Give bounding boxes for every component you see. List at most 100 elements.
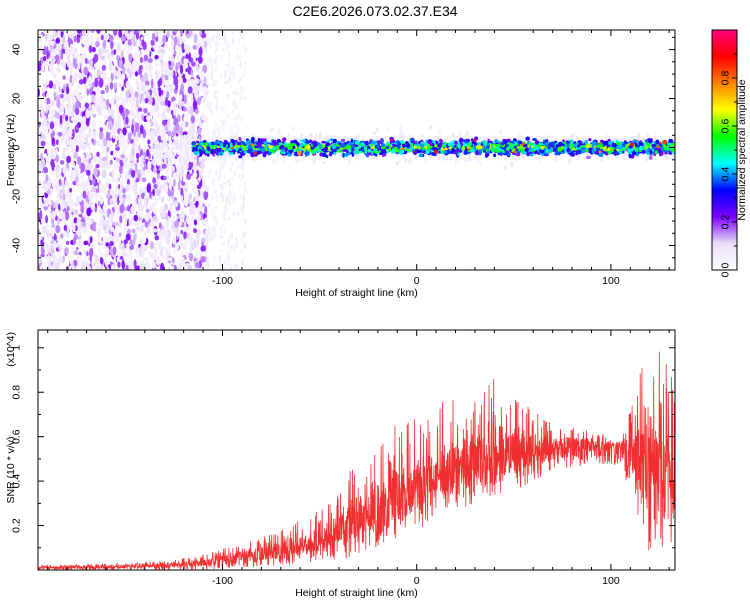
noise-cell [133, 185, 137, 196]
noise-cell [40, 140, 46, 147]
faint-noise-cell [229, 84, 232, 90]
band-halo-cell [463, 156, 467, 162]
noise-cell [148, 65, 154, 72]
band-halo-cell [478, 162, 483, 166]
noise-cell [110, 133, 113, 139]
noise-cell [193, 228, 198, 233]
faint-noise-cell [220, 105, 224, 113]
noise-cell [48, 205, 52, 215]
noise-cell [165, 213, 169, 221]
noise-cell [200, 245, 206, 252]
noise-cell [81, 64, 85, 73]
noise-cell [186, 215, 190, 225]
noise-cell [170, 109, 174, 115]
noise-cell [81, 222, 87, 227]
noise-cell [66, 226, 70, 233]
noise-cell [102, 137, 108, 147]
noise-cell [106, 146, 110, 153]
band-halo-cell [671, 153, 675, 161]
band-halo-cell [156, 159, 160, 167]
faint-noise-cell [227, 240, 231, 247]
faint-noise-cell [239, 248, 243, 253]
band-halo-cell [208, 157, 212, 161]
noise-cell [192, 100, 198, 110]
noise-cell [114, 233, 119, 242]
noise-cell [91, 77, 95, 83]
band-halo-cell [404, 158, 408, 164]
noise-cell [183, 61, 189, 69]
faint-noise-cell [244, 46, 248, 55]
noise-cell [144, 97, 149, 104]
noise-cell [113, 49, 117, 55]
noise-cell [131, 123, 135, 134]
band-halo-cell [178, 151, 182, 156]
noise-cell [109, 199, 115, 205]
noise-cell [98, 184, 103, 191]
faint-noise-cell [227, 113, 231, 119]
noise-cell [100, 107, 104, 116]
noise-cell [116, 134, 120, 140]
faint-noise-cell [233, 58, 237, 65]
noise-cell [96, 255, 100, 265]
faint-noise-cell [228, 65, 232, 70]
band-halo-cell [444, 156, 449, 161]
noise-cell [83, 132, 87, 139]
noise-cell [152, 177, 157, 184]
noise-cell [104, 252, 109, 258]
noise-cell [111, 169, 115, 177]
noise-cell [127, 46, 130, 55]
faint-noise-cell [215, 62, 219, 67]
faint-noise-cell [241, 71, 245, 79]
noise-cell [110, 234, 113, 243]
faint-noise-cell [214, 231, 217, 239]
noise-cell [57, 43, 62, 50]
faint-noise-cell [215, 34, 219, 40]
noise-cell [146, 115, 151, 122]
noise-cell [184, 192, 189, 203]
noise-cell [180, 241, 183, 248]
noise-cell [119, 95, 124, 101]
noise-cell [200, 256, 206, 263]
faint-noise-cell [207, 42, 211, 45]
noise-cell [161, 163, 167, 169]
faint-noise-cell [222, 192, 226, 197]
band-halo-cell [393, 133, 397, 138]
noise-cell [123, 161, 128, 171]
faint-noise-cell [222, 47, 226, 53]
noise-cell [164, 183, 169, 193]
noise-cell [139, 30, 142, 35]
noise-cell [194, 53, 200, 58]
faint-noise-cell [244, 189, 247, 193]
noise-cell [150, 241, 154, 250]
band-halo-cell [309, 132, 313, 139]
faint-noise-cell [226, 253, 230, 261]
noise-cell [85, 117, 90, 127]
faint-noise-cell [222, 241, 225, 246]
noise-cell [111, 221, 116, 226]
noise-cell [137, 50, 141, 61]
band-halo-cell [160, 152, 164, 159]
noise-cell [193, 33, 198, 44]
band-halo-cell [338, 151, 342, 156]
noise-cell [99, 256, 104, 265]
band-halo-cell [208, 135, 212, 142]
noise-cell [137, 107, 143, 112]
noise-cell [102, 39, 107, 49]
noise-cell [169, 265, 174, 270]
noise-cell [102, 204, 108, 212]
noise-cell [156, 172, 160, 180]
noise-cell [163, 176, 167, 181]
noise-cell [161, 49, 164, 54]
noise-cell [117, 174, 121, 179]
noise-cell [165, 219, 170, 229]
noise-cell [127, 115, 131, 122]
faint-noise-cell [224, 70, 227, 78]
noise-cell [180, 187, 184, 197]
band-halo-cell [185, 151, 189, 155]
noise-cell [139, 124, 144, 135]
band-halo-cell [395, 161, 399, 166]
noise-cell [44, 256, 50, 262]
noise-cell [61, 97, 66, 103]
noise-cell [46, 265, 52, 270]
band-halo-cell [277, 128, 281, 135]
